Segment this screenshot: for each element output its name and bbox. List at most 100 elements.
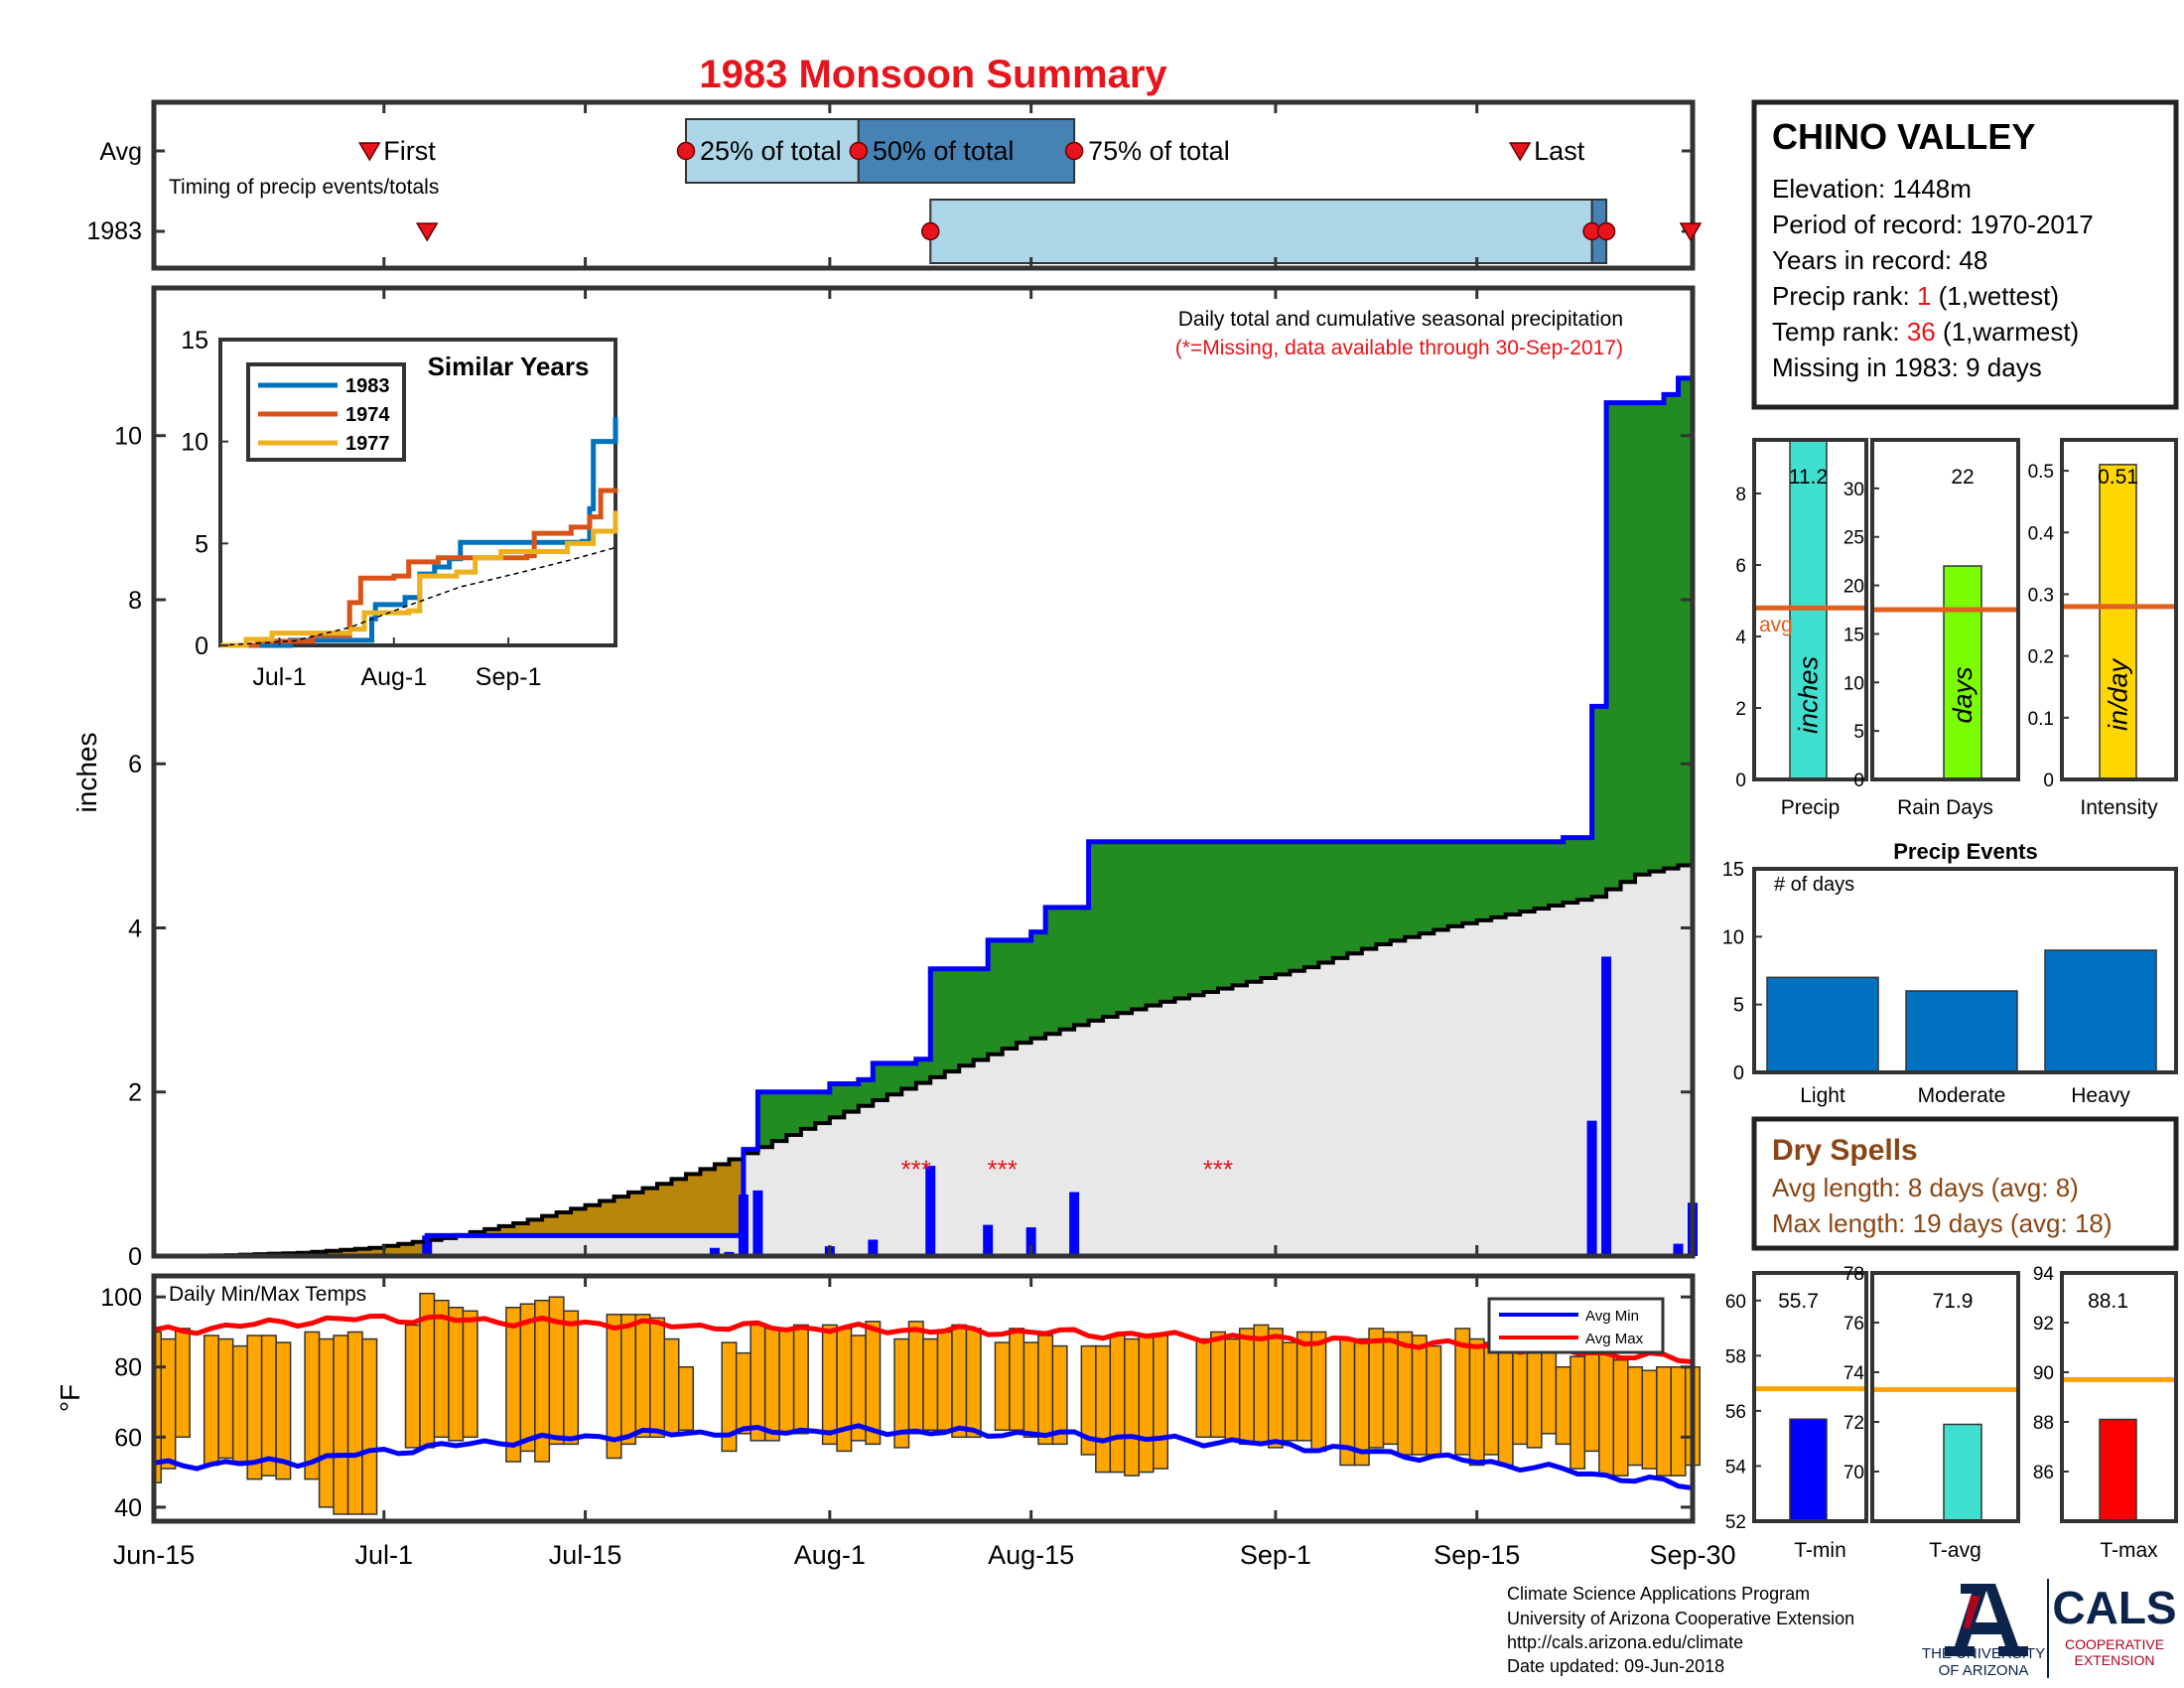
excess-fill: [1433, 841, 1449, 930]
timing-label-last: Last: [1534, 136, 1585, 166]
excess-fill: [1332, 841, 1348, 958]
excess-fill: [1635, 402, 1651, 875]
avg-p25-marker: [676, 141, 696, 161]
stat-avg-label: avg: [1759, 614, 1793, 636]
main-note-1: Daily total and cumulative seasonal prec…: [1178, 308, 1623, 331]
stat-panel-raindays: 22 days Rain Days 0 5 10 15 20 25 30: [1843, 438, 2020, 819]
temp-tick-label: 74: [1843, 1363, 1865, 1384]
excess-fill: [973, 968, 989, 1060]
excess-fill: [873, 1062, 888, 1101]
daily-temp-bar: [462, 1310, 478, 1439]
excess-fill: [1577, 837, 1593, 901]
excess-fill: [1275, 841, 1291, 975]
university-of-arizona-logo: THE UNIVERSITY OF ARIZONA: [1922, 1584, 2045, 1679]
excess-fill: [959, 968, 975, 1066]
excess-fill: [1103, 841, 1119, 1018]
event-bar: [2044, 949, 2157, 1073]
excess-fill: [1491, 841, 1507, 917]
daily-temp-bar: [174, 1328, 191, 1439]
credit-line-3: http://cals.arizona.edu/climate: [1507, 1632, 1743, 1652]
deficit-fill: [600, 1200, 615, 1236]
excess-fill: [1390, 841, 1406, 941]
daily-precip-bar: [1673, 1243, 1684, 1256]
temp-label-tmax: T-max: [2100, 1539, 2158, 1562]
daily-temp-bar: [1224, 1337, 1241, 1442]
temp-tick-label: 86: [2033, 1463, 2054, 1483]
daily-temp-bar: [1426, 1344, 1442, 1456]
temps-caption: Daily Min/Max Temps: [169, 1283, 366, 1306]
missing-marker: ***: [901, 1155, 931, 1185]
daily-temp-bar: [865, 1321, 882, 1446]
legend-avg-max: Avg Max: [1585, 1331, 1644, 1347]
event-bar: [1905, 990, 2018, 1073]
daily-temp-bar: [1124, 1337, 1141, 1477]
temp-bar-tavg: [1943, 1423, 1982, 1522]
deficit-fill: [383, 1245, 399, 1256]
avg-p75-marker: [1064, 141, 1084, 161]
excess-fill: [1563, 837, 1578, 904]
daily-temp-bar: [1209, 1331, 1226, 1439]
stat-tick-label: 20: [1843, 577, 1864, 598]
year-last-marker: [1679, 222, 1703, 242]
cals-wordmark: CALS: [2052, 1582, 2176, 1633]
x-tick-label: Aug-15: [988, 1540, 1074, 1570]
deficit-fill: [556, 1212, 572, 1236]
ua-line-1: THE UNIVERSITY: [1922, 1645, 2045, 1662]
year-p25-marker: [920, 221, 940, 241]
daily-temp-bar: [203, 1335, 219, 1467]
daily-temp-bar: [907, 1321, 924, 1435]
excess-fill: [1188, 841, 1205, 996]
deficit-fill: [714, 1164, 731, 1236]
precip-events-chart: Precip Events Light Moderate Heavy 0 5 10 15 #…: [1722, 839, 2178, 1107]
daily-temp-bar: [1598, 1344, 1615, 1477]
main-y-tick-label: 6: [128, 751, 142, 778]
stat-tick-label: 10: [1843, 673, 1864, 694]
excess-fill: [1620, 402, 1636, 883]
stat-tick-label: 15: [1843, 625, 1864, 645]
deficit-fill: [398, 1243, 414, 1256]
inset-y-tick-label: 15: [181, 327, 208, 354]
date-axis: Jun-15 Jul-1 Jul-15 Aug-1 Aug-15 Sep-1 Sep-15 S…: [113, 102, 1736, 1570]
event-bar: [1766, 976, 1879, 1073]
daily-precip-bar: [1025, 1227, 1036, 1256]
stat-tick-label: 0.1: [2028, 709, 2054, 730]
excess-fill: [815, 1091, 831, 1124]
dry-spells-title: Dry Spells: [1772, 1134, 1918, 1167]
stat-label-precip: Precip: [1781, 796, 1841, 819]
main-y-tick-label: 0: [128, 1243, 142, 1271]
station-temp-rank: Temp rank: 36 (1,warmest): [1772, 317, 2079, 347]
year-p75-marker: [1596, 221, 1616, 241]
daily-temp-bar: [1541, 1351, 1558, 1435]
event-category-label: Heavy: [2071, 1084, 2130, 1107]
station-elevation: Elevation: 1448m: [1772, 174, 1972, 204]
daily-precip-bar: [1069, 1192, 1080, 1256]
timing-caption: Timing of precip events/totals: [169, 176, 439, 199]
daily-temp-bar: [404, 1324, 421, 1449]
daily-temp-bar: [160, 1337, 177, 1470]
daily-precip-bar: [752, 1190, 763, 1256]
year-cumulative-line: [154, 337, 1696, 1259]
stat-tick-label: 0.5: [2028, 462, 2054, 483]
temp-tick-label: 92: [2033, 1314, 2054, 1335]
daily-temp-bar: [1512, 1341, 1529, 1446]
deficit-fill: [585, 1204, 601, 1236]
inset-x-tick-label: Sep-1: [476, 663, 542, 691]
avg-p50-marker: [849, 141, 869, 161]
temp-tick-label: 52: [1725, 1512, 1746, 1533]
x-tick-label: Sep-30: [1649, 1540, 1735, 1570]
stat-tick-label: 25: [1843, 528, 1864, 549]
daily-temp-bar: [620, 1314, 637, 1446]
inset-title: Similar Years: [428, 352, 590, 381]
deficit-fill: [326, 1250, 341, 1256]
temp-bar-tmin: [1789, 1418, 1828, 1522]
excess-fill: [1447, 841, 1463, 926]
excess-fill: [1476, 841, 1492, 920]
daily-precip-bar: [1601, 956, 1612, 1256]
inset-y-tick-label: 10: [181, 429, 208, 457]
season-stats-panels: 11.2 inches Precip 0 2 4 6 8 avg 22 days Rain Days 0…: [1735, 438, 2178, 819]
excess-fill: [1217, 841, 1234, 989]
daily-temp-bar: [677, 1365, 694, 1432]
excess-fill: [901, 1062, 917, 1089]
daily-temp-bar: [1570, 1355, 1586, 1470]
temps-y-tick-label: 40: [114, 1494, 142, 1522]
